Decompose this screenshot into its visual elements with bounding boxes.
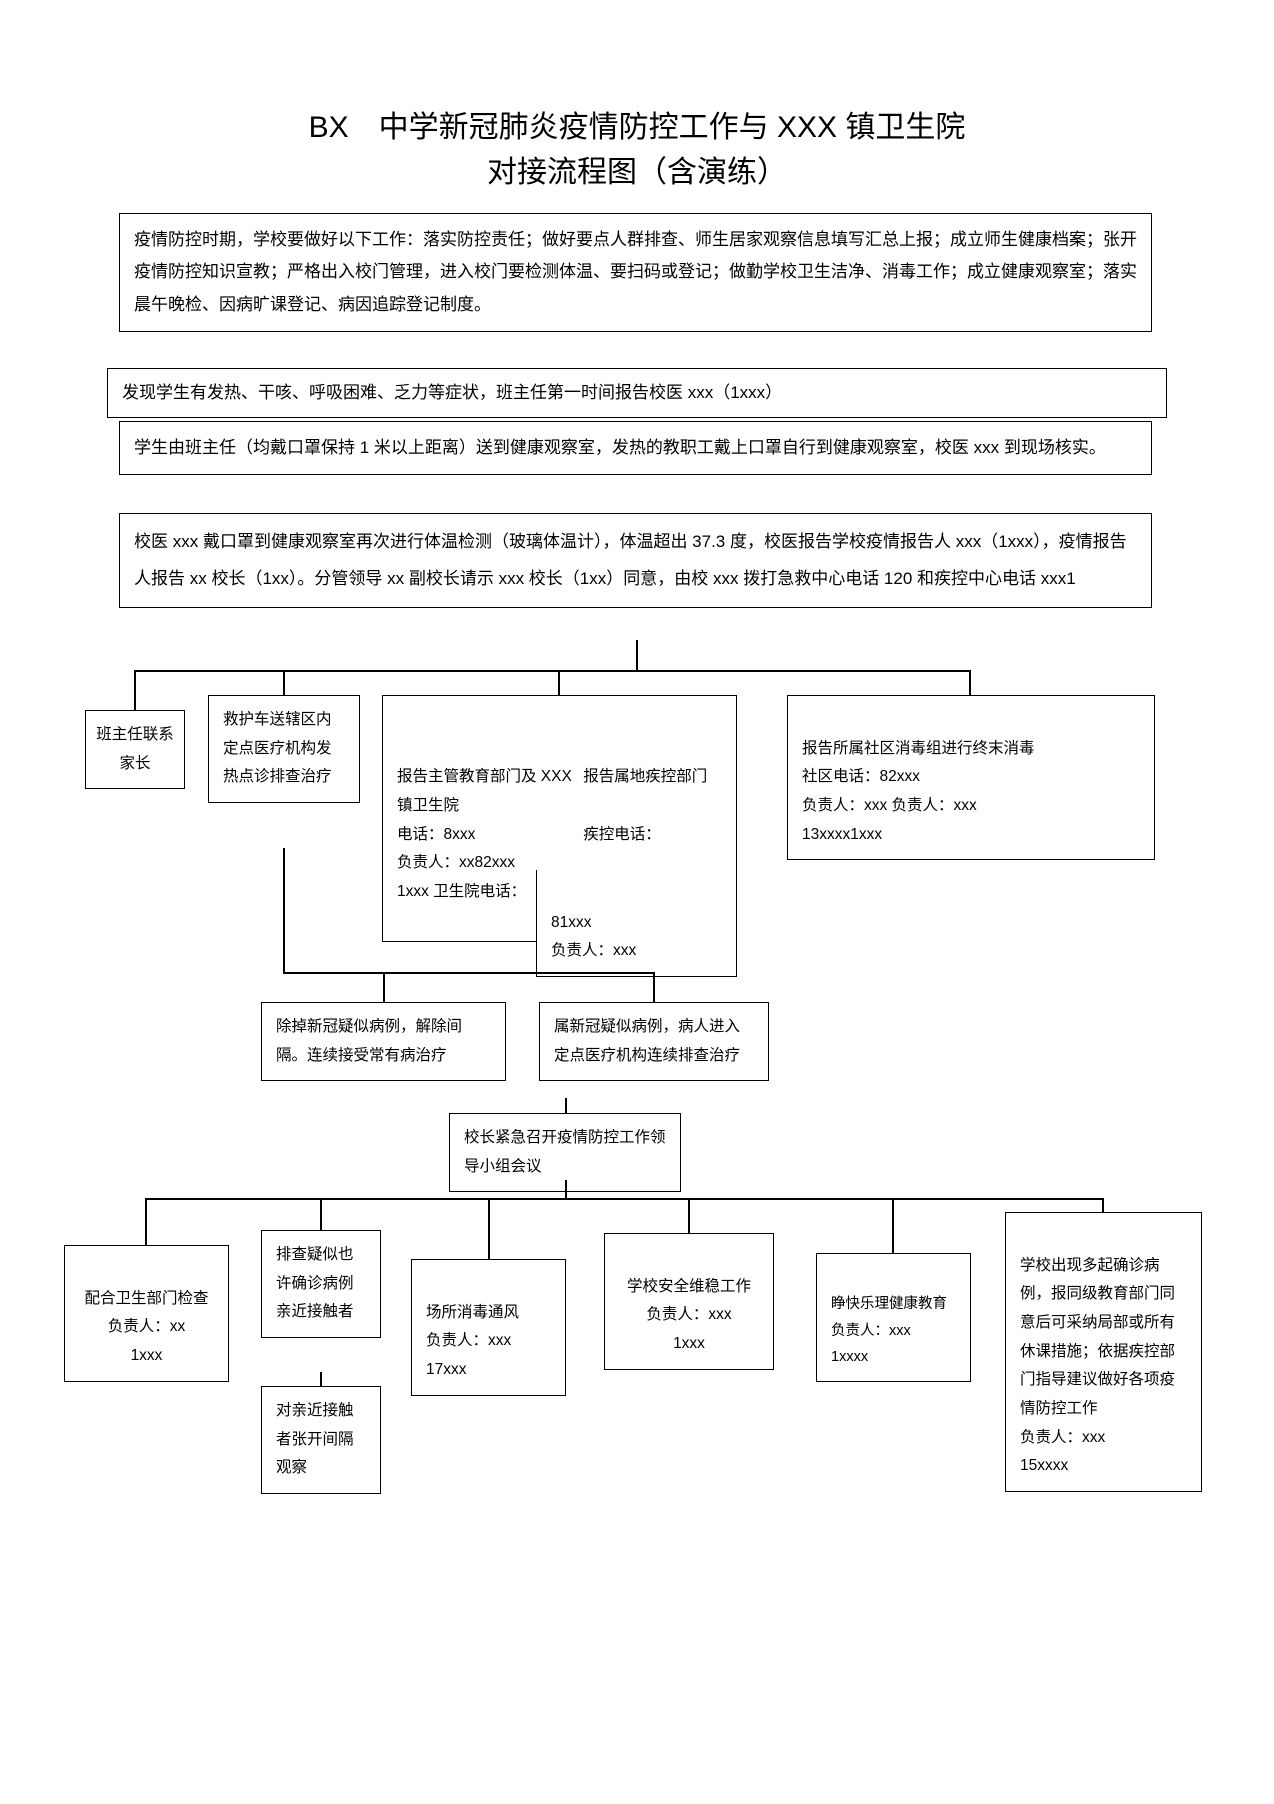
connector bbox=[558, 670, 560, 695]
box-f1: 配合卫生部门检查 负责人：xx 1xxx bbox=[64, 1245, 229, 1382]
box-intro-text: 疫情防控时期，学校要做好以下工作：落实防控责任；做好要点人群排查、师生居家观察信… bbox=[134, 230, 1137, 314]
box-principal-meeting-text: 校长紧急召开疫情防控工作领导小组会议 bbox=[464, 1129, 666, 1175]
connector bbox=[283, 670, 285, 695]
connector bbox=[145, 1198, 1103, 1200]
box-contact-parent: 班主任联系家长 bbox=[85, 710, 185, 789]
box-not-suspected-text: 除掉新冠疑似病例，解除间隔。连续接受常有病治疗 bbox=[276, 1018, 462, 1064]
box-f6-text: 学校出现多起确诊病例，报同级教育部门同意后可采纳局部或所有休课措施；依据疾控部门… bbox=[1020, 1257, 1175, 1475]
diagram-title: BX 中学新冠肺炎疫情防控工作与 XXX 镇卫生院 对接流程图（含演练） bbox=[0, 0, 1274, 195]
box-not-suspected: 除掉新冠疑似病例，解除间隔。连续接受常有病治疗 bbox=[261, 1002, 506, 1081]
box-f1-text: 配合卫生部门检查 负责人：xx 1xxx bbox=[84, 1290, 208, 1364]
connector bbox=[320, 1198, 322, 1230]
box-temp-check-text: 校医 xxx 戴口罩到健康观察室再次进行体温检测（玻璃体温计），体温超出 37.… bbox=[134, 532, 1127, 588]
connector bbox=[892, 1198, 894, 1253]
connector bbox=[565, 1098, 567, 1113]
connector bbox=[565, 1180, 567, 1198]
box-f6: 学校出现多起确诊病例，报同级教育部门同意后可采纳局部或所有休课措施；依据疾控部门… bbox=[1005, 1212, 1202, 1492]
connector bbox=[653, 972, 655, 1002]
box-f2b: 对亲近接触者张开间隔观察 bbox=[261, 1386, 381, 1494]
connector bbox=[134, 670, 136, 710]
connector bbox=[1102, 1198, 1104, 1212]
box-hospital-phone: 81xxx 负责人：xxx bbox=[536, 870, 737, 977]
box-suspected: 属新冠疑似病例，病人进入定点医疗机构连续排查治疗 bbox=[539, 1002, 769, 1081]
box-ambulance: 救护车送辖区内定点医疗机构发热点诊排查治疗 bbox=[208, 695, 360, 803]
connector bbox=[488, 1198, 490, 1259]
connector bbox=[283, 848, 285, 972]
connector bbox=[283, 972, 654, 974]
box-send-observation: 学生由班主任（均戴口罩保持 1 米以上距离）送到健康观察室，发热的教职工戴上口罩… bbox=[119, 421, 1152, 475]
title-line-2: 对接流程图（含演练） bbox=[487, 156, 787, 189]
box-ambulance-text: 救护车送辖区内定点医疗机构发热点诊排查治疗 bbox=[223, 711, 332, 785]
col-cdc-text: 报告属地疾控部门 疾控电话： bbox=[583, 768, 707, 842]
connector bbox=[636, 640, 638, 670]
box-community-disinfect: 报告所属社区消毒组进行终末消毒 社区电话：82xxx 负责人：xxx 负责人：x… bbox=[787, 695, 1155, 860]
box-contact-parent-text: 班主任联系家长 bbox=[96, 726, 174, 772]
box-f3-text: 场所消毒通风 负责人：xxx 17xxx bbox=[426, 1304, 519, 1378]
connector bbox=[134, 670, 970, 672]
box-report-doctor-text: 发现学生有发热、干咳、呼吸困难、乏力等症状，班主任第一时间报告校医 xxx（1x… bbox=[122, 383, 782, 402]
box-f4: 学校安全维稳工作 负责人：xxx 1xxx bbox=[604, 1233, 774, 1370]
box-f2: 排查疑似也许确诊病例亲近接触者 bbox=[261, 1230, 381, 1338]
box-f4-text: 学校安全维稳工作 负责人：xxx 1xxx bbox=[627, 1278, 751, 1352]
box-f5-text: 睁快乐理健康教育 负责人：xxx 1xxxx bbox=[831, 1296, 947, 1366]
box-send-observation-text: 学生由班主任（均戴口罩保持 1 米以上距离）送到健康观察室，发热的教职工戴上口罩… bbox=[134, 438, 1106, 457]
box-temp-check: 校医 xxx 戴口罩到健康观察室再次进行体温检测（玻璃体温计），体温超出 37.… bbox=[119, 513, 1152, 608]
connector bbox=[320, 1372, 322, 1386]
box-intro: 疫情防控时期，学校要做好以下工作：落实防控责任；做好要点人群排查、师生居家观察信… bbox=[119, 213, 1152, 332]
box-f5: 睁快乐理健康教育 负责人：xxx 1xxxx bbox=[816, 1253, 971, 1382]
box-report-doctor: 发现学生有发热、干咳、呼吸困难、乏力等症状，班主任第一时间报告校医 xxx（1x… bbox=[107, 368, 1167, 418]
box-suspected-text: 属新冠疑似病例，病人进入定点医疗机构连续排查治疗 bbox=[554, 1018, 740, 1064]
connector bbox=[383, 972, 385, 1002]
box-hospital-phone-text: 81xxx 负责人：xxx bbox=[551, 914, 636, 960]
connector bbox=[688, 1198, 690, 1233]
box-f2-text: 排查疑似也许确诊病例亲近接触者 bbox=[276, 1246, 354, 1320]
connector bbox=[145, 1198, 147, 1245]
connector bbox=[969, 670, 971, 695]
title-line-1: BX 中学新冠肺炎疫情防控工作与 XXX 镇卫生院 bbox=[309, 111, 966, 144]
box-community-disinfect-text: 报告所属社区消毒组进行终末消毒 社区电话：82xxx 负责人：xxx 负责人：x… bbox=[802, 740, 1035, 843]
box-f2b-text: 对亲近接触者张开间隔观察 bbox=[276, 1402, 354, 1476]
box-f3: 场所消毒通风 负责人：xxx 17xxx bbox=[411, 1259, 566, 1396]
